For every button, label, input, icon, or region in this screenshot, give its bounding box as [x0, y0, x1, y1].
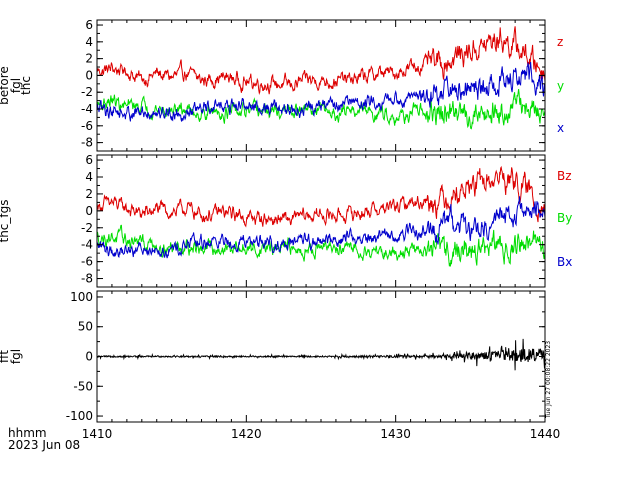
- panel-fgs: Bz By Bx 6 4 2 0 -2 -4 -6 -8 thc_fgs: [0, 153, 572, 288]
- series-line-bx: [96, 196, 546, 259]
- y-axis-label: fgl: [9, 349, 23, 364]
- x-tick-label: 1440: [530, 427, 561, 441]
- legend-x: x: [557, 121, 564, 135]
- y-tick-label: 6: [85, 18, 93, 32]
- y-tick-label: -4: [81, 102, 93, 116]
- series-line-by: [96, 224, 546, 267]
- x-tick-label: 1410: [82, 427, 113, 441]
- y-tick-label: 0: [85, 350, 93, 364]
- timestamp-stamp: Tue Jun 27 00:08:22 2023: [545, 341, 552, 419]
- y-tick-label: 2: [85, 52, 93, 66]
- y-tick-label: 100: [70, 290, 93, 304]
- series-line-z: [96, 26, 546, 95]
- legend-by: By: [557, 211, 572, 225]
- y-tick-label: -2: [81, 85, 93, 99]
- x-axis-labels: 1410 1420 1430 1440: [82, 427, 561, 441]
- series-line-x: [96, 61, 546, 122]
- legend-bz: Bz: [557, 169, 572, 183]
- legend-bx: Bx: [557, 255, 572, 269]
- plot-frame: [96, 19, 546, 152]
- y-tick-label: -8: [81, 136, 93, 150]
- y-tick-label: 6: [85, 153, 93, 167]
- x-tick-label: 1430: [380, 427, 411, 441]
- y-tick-label: 2: [85, 187, 93, 201]
- footer-date: 2023 Jun 08: [8, 438, 80, 452]
- y-tick-label: -6: [81, 255, 93, 269]
- y-tick-label: -100: [66, 409, 93, 423]
- legend-z: z: [557, 35, 563, 49]
- y-axis-label: fft: [0, 350, 11, 363]
- y-tick-label: 0: [85, 68, 93, 82]
- y-tick-label: -2: [81, 221, 93, 235]
- y-axis-label: thc_fgs: [0, 199, 11, 242]
- legend-y: y: [557, 79, 564, 93]
- x-tick-label: 1420: [231, 427, 262, 441]
- y-tick-label: 4: [85, 35, 93, 49]
- y-axis-label: before: [0, 66, 11, 105]
- y-tick-label: 50: [78, 320, 93, 334]
- y-axis-label: fgl: [9, 78, 23, 93]
- y-tick-label: -50: [73, 379, 93, 393]
- y-tick-label: -4: [81, 238, 93, 252]
- y-tick-label: -6: [81, 119, 93, 133]
- y-tick-label: 4: [85, 170, 93, 184]
- plot-frame: [96, 154, 546, 288]
- y-tick-label: 0: [85, 204, 93, 218]
- series-line-bz: [96, 165, 546, 228]
- y-axis-label: thc: [19, 76, 33, 95]
- series-line-offset: [96, 338, 546, 371]
- footer-hhmm: hhmm: [8, 426, 47, 440]
- y-tick-label: -8: [81, 272, 93, 286]
